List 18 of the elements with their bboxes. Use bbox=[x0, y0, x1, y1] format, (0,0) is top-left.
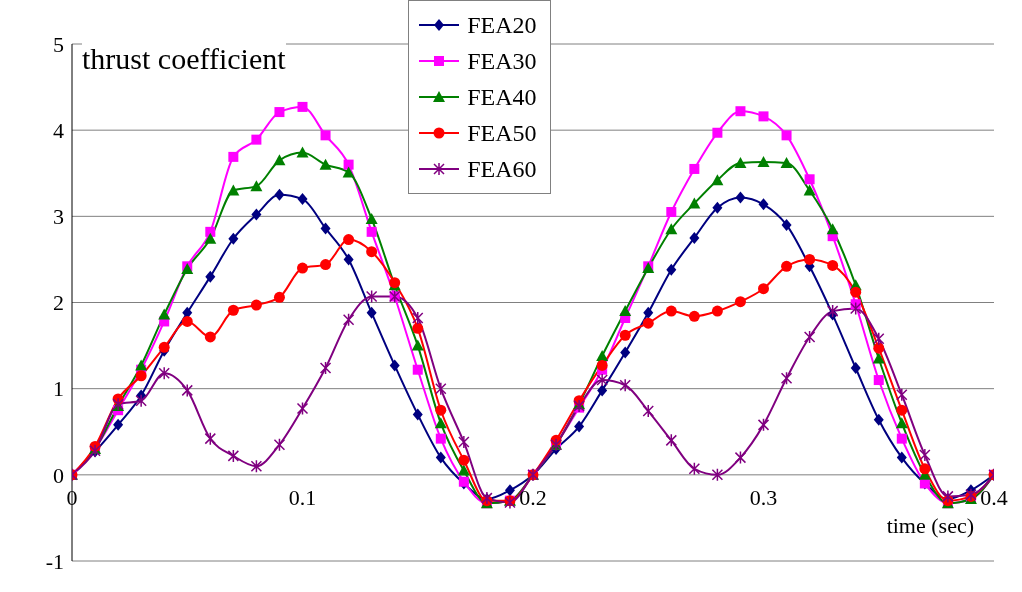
legend-label: FEA30 bbox=[467, 47, 537, 76]
y-tick-label: 5 bbox=[53, 31, 64, 57]
y-tick-label: 4 bbox=[53, 117, 64, 143]
x-tick-label: 0.4 bbox=[980, 484, 1008, 510]
y-tick-label: 2 bbox=[53, 290, 64, 316]
legend-label: FEA40 bbox=[467, 83, 537, 112]
legend-label: FEA20 bbox=[467, 11, 537, 40]
x-tick-label: 0.1 bbox=[288, 484, 317, 510]
y-tick-label: 3 bbox=[53, 204, 64, 230]
x-tick-label: 0.3 bbox=[749, 484, 778, 510]
chart-title: thrust coefficient bbox=[82, 42, 286, 76]
y-tick-label: 1 bbox=[53, 376, 64, 402]
y-tick-label: -1 bbox=[45, 548, 64, 574]
x-tick-label: 0.2 bbox=[519, 484, 547, 510]
x-axis-title: time (sec) bbox=[886, 512, 974, 539]
y-tick-label: 0 bbox=[53, 462, 64, 488]
legend-label: FEA50 bbox=[467, 119, 537, 148]
legend-label: FEA60 bbox=[467, 155, 537, 184]
